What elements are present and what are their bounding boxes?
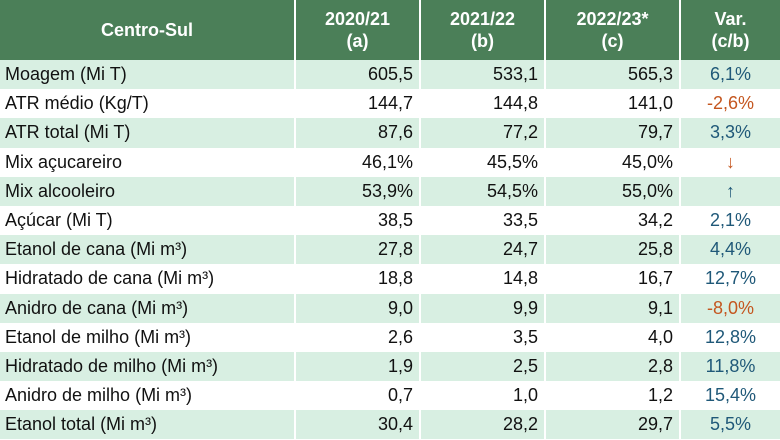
value-cell: 9,1 bbox=[544, 293, 680, 323]
row-label: Açúcar (Mi T) bbox=[5, 210, 113, 231]
value-cell: 2,5 bbox=[419, 351, 545, 382]
value-cell: 45,5% bbox=[419, 147, 545, 177]
table-row: ATR médio (Kg/T) 144,7 144,8 141,0 -2,6% bbox=[0, 89, 780, 119]
row-label: Anidro de cana (Mi m³) bbox=[5, 297, 189, 318]
table-row: Hidratado de cana (Mi m³) 18,8 14,8 16,7 12,… bbox=[0, 264, 780, 294]
value-cell: 144,8 bbox=[419, 89, 545, 119]
value-cell: 605,5 bbox=[294, 60, 420, 90]
table-row: ATR total (Mi T) 87,6 77,2 79,7 3,3% bbox=[0, 118, 780, 148]
variation-cell: 11,8% bbox=[679, 351, 780, 382]
value-cell: 87,6 bbox=[294, 118, 420, 148]
value-cell: 565,3 bbox=[544, 60, 680, 90]
variation-cell: -2,6% bbox=[679, 89, 780, 119]
value-cell: 79,7 bbox=[544, 118, 680, 148]
value-cell: 27,8 bbox=[294, 235, 420, 265]
variation-cell: 12,7% bbox=[679, 264, 780, 294]
header-text: (a) bbox=[346, 31, 369, 51]
value-cell: 33,5 bbox=[419, 205, 545, 236]
header-cell: 2021/22 (b) bbox=[419, 0, 545, 60]
value-cell: 1,2 bbox=[544, 381, 680, 411]
header-cell: 2022/23* (c) bbox=[544, 0, 680, 60]
variation-cell: ↑ bbox=[679, 176, 780, 206]
value-cell: 25,8 bbox=[544, 235, 680, 265]
row-label: Anidro de milho (Mi m³) bbox=[5, 385, 193, 406]
header-text: (b) bbox=[471, 31, 494, 51]
value-cell: 14,8 bbox=[419, 264, 545, 294]
row-label: Etanol total (Mi m³) bbox=[5, 414, 158, 435]
header-text: 2021/22 bbox=[449, 9, 516, 29]
value-cell: 54,5% bbox=[419, 176, 545, 206]
header-text: Var. bbox=[714, 9, 747, 29]
value-cell: 55,0% bbox=[544, 176, 680, 206]
value-cell: 28,2 bbox=[419, 410, 545, 440]
header-text: Centro-Sul bbox=[101, 20, 193, 40]
value-cell: 1,9 bbox=[294, 351, 420, 382]
table-row: Anidro de milho (Mi m³) 0,7 1,0 1,2 15,4% bbox=[0, 381, 780, 411]
header-text: 2020/21 bbox=[324, 9, 391, 29]
table-row: Etanol de cana (Mi m³) 27,8 24,7 25,8 4,4% bbox=[0, 235, 780, 265]
value-cell: 46,1% bbox=[294, 147, 420, 177]
table-row: Etanol de milho (Mi m³) 2,6 3,5 4,0 12,8% bbox=[0, 322, 780, 352]
header-text: (c) bbox=[601, 31, 624, 51]
row-label: Hidratado de milho (Mi m³) bbox=[5, 355, 219, 376]
value-cell: 1,0 bbox=[419, 381, 545, 411]
table-row: Anidro de cana (Mi m³) 9,0 9,9 9,1 -8,0% bbox=[0, 293, 780, 323]
table-row: Etanol total (Mi m³) 30,4 28,2 29,7 5,5% bbox=[0, 410, 780, 440]
value-cell: 77,2 bbox=[419, 118, 545, 148]
value-cell: 9,0 bbox=[294, 293, 420, 323]
variation-cell: 5,5% bbox=[679, 410, 780, 440]
row-label: Hidratado de cana (Mi m³) bbox=[5, 268, 215, 289]
value-cell: 38,5 bbox=[294, 205, 420, 236]
row-label: Mix alcooleiro bbox=[5, 180, 116, 201]
row-label: ATR médio (Kg/T) bbox=[5, 93, 149, 114]
table-row: Açúcar (Mi T) 38,5 33,5 34,2 2,1% bbox=[0, 205, 780, 236]
value-cell: 533,1 bbox=[419, 60, 545, 90]
variation-cell: -8,0% bbox=[679, 293, 780, 323]
value-cell: 144,7 bbox=[294, 89, 420, 119]
variation-cell: 3,3% bbox=[679, 118, 780, 148]
table-row: Mix alcooleiro 53,9% 54,5% 55,0% ↑ bbox=[0, 176, 780, 206]
value-cell: 34,2 bbox=[544, 205, 680, 236]
value-cell: 141,0 bbox=[544, 89, 680, 119]
row-label: ATR total (Mi T) bbox=[5, 122, 131, 143]
variation-cell: 6,1% bbox=[679, 60, 780, 90]
value-cell: 18,8 bbox=[294, 264, 420, 294]
value-cell: 2,8 bbox=[544, 351, 680, 382]
header-cell: Var. (c/b) bbox=[679, 0, 780, 60]
table-row: Mix açucareiro 46,1% 45,5% 45,0% ↓ bbox=[0, 147, 780, 177]
table-row: Hidratado de milho (Mi m³) 1,9 2,5 2,8 11,8% bbox=[0, 351, 780, 382]
variation-cell: 4,4% bbox=[679, 235, 780, 265]
table-row: Moagem (Mi T) 605,5 533,1 565,3 6,1% bbox=[0, 60, 780, 90]
value-cell: 24,7 bbox=[419, 235, 545, 265]
row-label: Moagem (Mi T) bbox=[5, 64, 127, 85]
header-cell: 2020/21 (a) bbox=[294, 0, 420, 60]
row-label: Etanol de milho (Mi m³) bbox=[5, 326, 192, 347]
variation-cell: 12,8% bbox=[679, 322, 780, 352]
row-label: Etanol de cana (Mi m³) bbox=[5, 239, 188, 260]
value-cell: 53,9% bbox=[294, 176, 420, 206]
header-row: Centro-Sul 2020/21 (a) 2021/22 (b) 2022/23* (c… bbox=[0, 0, 780, 60]
header-text: 2022/23* bbox=[576, 9, 649, 29]
value-cell: 0,7 bbox=[294, 381, 420, 411]
value-cell: 16,7 bbox=[544, 264, 680, 294]
variation-cell: 15,4% bbox=[679, 381, 780, 411]
value-cell: 2,6 bbox=[294, 322, 420, 352]
value-cell: 30,4 bbox=[294, 410, 420, 440]
row-label: Mix açucareiro bbox=[5, 151, 123, 172]
value-cell: 9,9 bbox=[419, 293, 545, 323]
table-body: Moagem (Mi T) 605,5 533,1 565,3 6,1% ATR médi… bbox=[0, 60, 780, 440]
variation-cell: 2,1% bbox=[679, 205, 780, 236]
value-cell: 4,0 bbox=[544, 322, 680, 352]
value-cell: 45,0% bbox=[544, 147, 680, 177]
header-text: (c/b) bbox=[711, 31, 750, 51]
header-cell: Centro-Sul bbox=[0, 0, 295, 60]
variation-cell: ↓ bbox=[679, 147, 780, 177]
value-cell: 3,5 bbox=[419, 322, 545, 352]
value-cell: 29,7 bbox=[544, 410, 680, 440]
